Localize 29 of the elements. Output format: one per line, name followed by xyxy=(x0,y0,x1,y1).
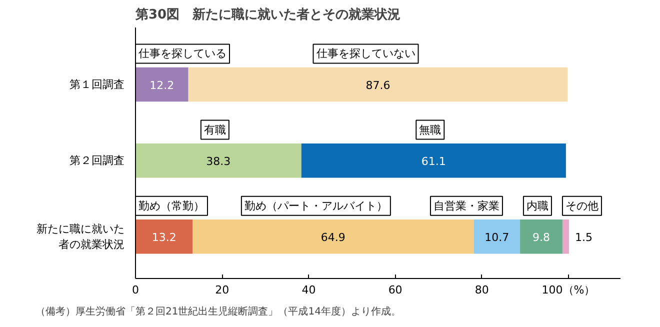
series-label: 有職 xyxy=(204,123,226,136)
data-label: 12.2 xyxy=(150,79,174,92)
data-label: 87.6 xyxy=(366,79,390,92)
y-tick-label: 第２回調査 xyxy=(70,154,124,168)
data-label: 9.8 xyxy=(532,231,550,244)
series-label: 勤め（常勤） xyxy=(138,199,204,212)
x-tick-label: 40 xyxy=(302,284,316,296)
data-label: 61.1 xyxy=(421,155,446,168)
series-label: 仕事を探している xyxy=(138,47,226,60)
chart-title: 第30図 新たに職に就いた者とその就業状況 xyxy=(134,6,401,22)
series-label: 仕事を探していない xyxy=(316,47,416,60)
data-label: 64.9 xyxy=(320,231,346,244)
series-label: その他 xyxy=(565,199,598,212)
y-tick-label: 新たに職に就いた者の就業状況 xyxy=(36,222,124,251)
data-label: 10.7 xyxy=(484,231,510,244)
data-label: 38.3 xyxy=(206,155,231,168)
x-tick-label: 80 xyxy=(474,284,489,296)
series-label: 内職 xyxy=(526,199,548,212)
series-label: 勤め（パート・アルバイト） xyxy=(244,199,388,212)
data-label: 13.2 xyxy=(152,231,176,244)
series-label: 自営業・家業 xyxy=(433,199,500,212)
x-tick-label: 60 xyxy=(388,284,402,296)
text: （備考）厚生労働省「第２回21世紀出生児縦断調査」（平成14年度）より作成。 xyxy=(36,306,401,318)
series-label: 無職 xyxy=(419,123,442,136)
x-tick-label: 20 xyxy=(215,284,230,296)
x-tick-label: 0 xyxy=(132,284,139,296)
y-tick-label: 第１回調査 xyxy=(70,78,124,92)
x-tick-label: 100（%） xyxy=(542,284,596,296)
data-label: 1.5 xyxy=(574,231,592,244)
